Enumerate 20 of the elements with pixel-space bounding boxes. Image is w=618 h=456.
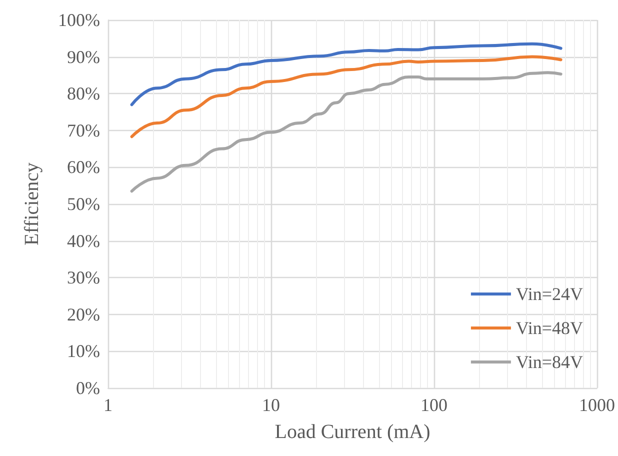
y-tick-label: 30%: [67, 268, 100, 288]
legend-label: Vin=84V: [516, 352, 584, 372]
y-tick-label: 50%: [67, 194, 100, 214]
y-tick-label: 40%: [67, 230, 100, 251]
y-tick-label: 100%: [58, 10, 100, 30]
x-tick-label: 1: [104, 395, 112, 415]
y-axis-title: Efficiency: [21, 162, 43, 246]
y-tick-label: 70%: [67, 120, 100, 140]
y-tick-label: 80%: [67, 84, 100, 104]
y-tick-label: 90%: [67, 46, 100, 67]
y-tick-label: 10%: [67, 341, 100, 362]
legend-label: Vin=24V: [516, 284, 584, 304]
y-tick-label: 0%: [76, 378, 100, 398]
y-tick-label: 60%: [67, 157, 100, 178]
legend-label: Vin=48V: [516, 318, 584, 338]
x-axis-title: Load Current (mA): [274, 421, 430, 443]
y-tick-label: 20%: [67, 304, 100, 324]
x-tick-label: 10: [262, 395, 280, 415]
x-tick-label: 1000: [579, 395, 615, 415]
x-tick-label: 100: [420, 395, 448, 415]
